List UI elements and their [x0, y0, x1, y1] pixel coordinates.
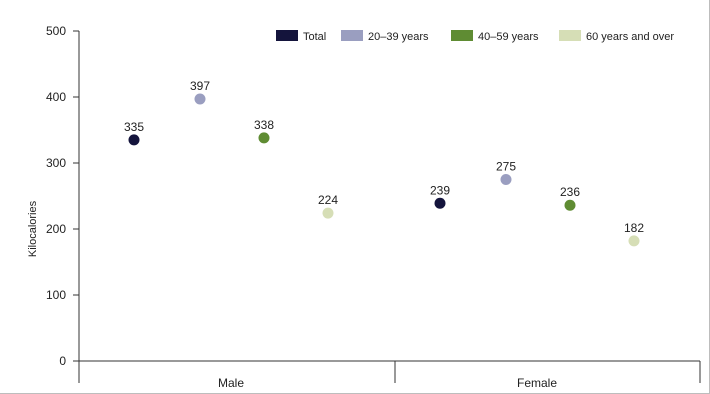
category-label-male: Male [218, 376, 244, 390]
y-axis-ticks: 0 100 200 300 400 500 [46, 24, 79, 368]
axes [78, 31, 701, 383]
y-tick-label: 100 [46, 288, 66, 302]
y-tick-label: 500 [46, 24, 66, 38]
data-point [564, 199, 576, 211]
data-label: 397 [190, 79, 210, 93]
data-point [434, 197, 446, 209]
legend-label: 40–59 years [478, 31, 539, 43]
legend: Total 20–39 years 40–59 years 60 years and … [276, 30, 674, 43]
legend-label: 20–39 years [368, 31, 429, 43]
data-point [322, 207, 334, 219]
legend-swatch [451, 30, 473, 41]
y-tick-label: 400 [46, 90, 66, 104]
data-label: 239 [430, 183, 450, 197]
data-point [258, 132, 270, 144]
data-label: 236 [560, 185, 580, 199]
legend-swatch [276, 30, 298, 41]
data-point [500, 174, 512, 185]
data-point [628, 235, 640, 247]
y-axis-label: Kilocalories [27, 200, 39, 257]
legend-swatch [341, 30, 363, 41]
data-label: 338 [254, 118, 274, 132]
x-axis-categories: Male Female [218, 376, 557, 390]
data-label: 224 [318, 193, 338, 207]
data-points: 335 239 397 275 338 236 224 182 [124, 79, 644, 247]
legend-label: Total [303, 31, 326, 43]
legend-swatch [559, 30, 581, 41]
data-point [194, 93, 206, 105]
category-label-female: Female [517, 376, 557, 390]
data-point [128, 134, 140, 146]
data-label: 275 [496, 160, 516, 174]
y-tick-label: 300 [46, 156, 66, 170]
y-tick-label: 0 [59, 354, 66, 368]
data-label: 335 [124, 120, 144, 134]
data-label: 182 [624, 221, 644, 235]
y-tick-label: 200 [46, 222, 66, 236]
legend-label: 60 years and over [586, 31, 674, 43]
